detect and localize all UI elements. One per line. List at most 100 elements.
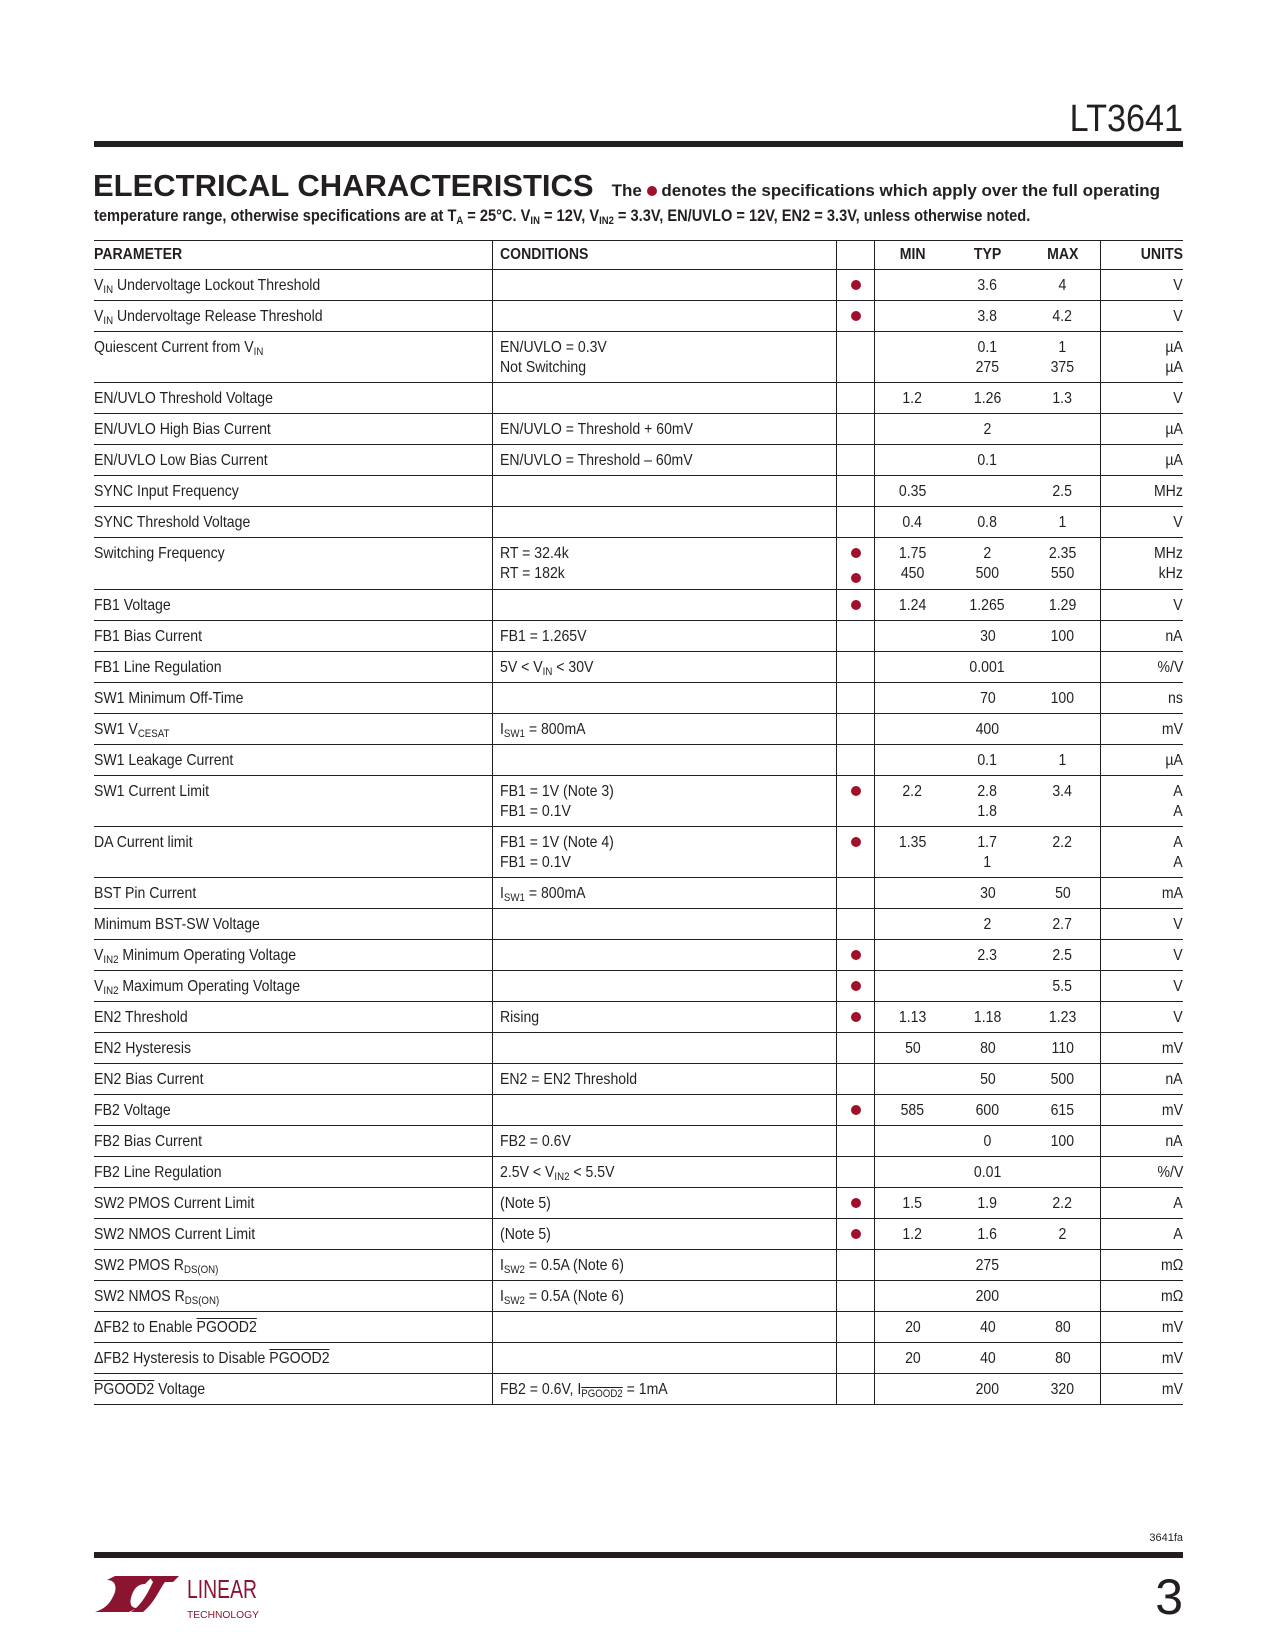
min-cell <box>874 269 950 301</box>
page-number: 3 <box>1155 1569 1183 1625</box>
conditions-cell <box>492 1342 837 1374</box>
units-cell: mV <box>1100 1311 1183 1343</box>
text-segment: = 800mA <box>524 885 586 902</box>
text-segment: IN <box>542 666 553 678</box>
header-typ: TYP <box>950 240 1025 270</box>
text-segment: PGOOD2 <box>94 1381 155 1398</box>
units-cell: µA µA <box>1100 331 1183 383</box>
value: 4.2 <box>1052 308 1073 325</box>
value: 80 <box>979 1040 996 1057</box>
min-cell: 20 <box>874 1342 950 1374</box>
table-row: SW1 Minimum Off-Time 70 100 ns <box>94 682 1183 714</box>
max-cell: 2 <box>1025 1218 1101 1250</box>
parameter-cell: FB1 Line Regulation <box>94 651 493 683</box>
svg-text:TECHNOLOGY: TECHNOLOGY <box>187 1610 259 1621</box>
value: 2.2 <box>1052 1195 1073 1212</box>
max-cell: 100 <box>1025 682 1101 714</box>
conditions-cell <box>492 682 837 714</box>
value: A <box>1173 1195 1183 1212</box>
typ-cell: 0.001 <box>950 651 1025 683</box>
parameter-cell: EN2 Bias Current <box>94 1063 493 1095</box>
max-cell: 1.29 <box>1025 589 1101 621</box>
value: 2.5 <box>1052 947 1073 964</box>
parameter-cell: SW2 PMOS RDS(ON) <box>94 1249 493 1281</box>
value: 80 <box>1054 1319 1071 1336</box>
bullet-dot-icon <box>850 786 861 796</box>
typ-cell: 30 <box>950 877 1025 909</box>
value: 275 <box>975 1257 1000 1274</box>
typ-cell: 30 <box>950 620 1025 652</box>
conditions-cell <box>492 506 837 538</box>
header-rule <box>94 141 1183 147</box>
text-segment: IN2 <box>103 985 119 997</box>
text-segment: PGOOD2 <box>196 1319 257 1336</box>
full-temp-range-cell <box>836 1125 875 1157</box>
value: nA <box>1165 1133 1183 1150</box>
value: 0.8 <box>977 514 998 531</box>
units-cell: nA <box>1100 1125 1183 1157</box>
text-segment: FB2 Bias Current <box>94 1133 202 1150</box>
table-row: FB1 Bias Current FB1 = 1.265V 30 100 nA <box>94 620 1183 652</box>
min-cell <box>874 1125 950 1157</box>
text-segment: I <box>500 1257 504 1274</box>
table-row: EN/UVLO High Bias Current EN/UVLO = Thres… <box>94 413 1183 445</box>
value: 375 <box>1050 359 1075 376</box>
text-segment: FB1 Voltage <box>94 597 171 614</box>
conditions-cell: (Note 5) <box>492 1218 837 1250</box>
value: 1.13 <box>898 1009 927 1026</box>
text-segment: = 0.5A (Note 6) <box>524 1288 624 1305</box>
conditions-cell: EN/UVLO = Threshold – 60mV <box>492 444 837 476</box>
value: %/V <box>1157 659 1183 676</box>
intro-text: denotes the specifications which apply o… <box>661 181 1161 200</box>
min-cell: 1.2 <box>874 1218 950 1250</box>
text-segment: SW1 <box>503 892 525 904</box>
value: mA <box>1161 885 1183 902</box>
value: µA <box>1165 421 1183 438</box>
text-segment: Quiescent Current from V <box>94 339 254 356</box>
max-cell: 2.5 <box>1025 475 1101 507</box>
value: 100 <box>1050 1133 1075 1150</box>
min-cell: 1.13 <box>874 1001 950 1033</box>
text-segment: ΔFB2 Hysteresis to Disable <box>94 1350 270 1367</box>
text-segment: = 1mA <box>622 1381 668 1398</box>
full-temp-range-cell <box>836 382 875 414</box>
value: 30 <box>979 628 996 645</box>
full-temp-range-cell <box>836 1187 875 1219</box>
parameter-cell: EN2 Hysteresis <box>94 1032 493 1064</box>
units-cell: mV <box>1100 1094 1183 1126</box>
value: A <box>1173 834 1183 851</box>
units-cell: nA <box>1100 620 1183 652</box>
typ-cell: 600 <box>950 1094 1025 1126</box>
text-segment: V <box>94 947 104 964</box>
table-row: ΔFB2 to Enable PGOOD2 20 40 80 mV <box>94 1311 1183 1343</box>
conditions-cell: FB1 = 1V (Note 3) FB1 = 0.1V <box>492 775 837 827</box>
max-cell: 110 <box>1025 1032 1101 1064</box>
conditions-cell <box>492 939 837 971</box>
table-row: VIN2 Maximum Operating Voltage 5.5 V <box>94 970 1183 1002</box>
text-segment: < 5.5V <box>569 1164 615 1181</box>
conditions-cell <box>492 382 837 414</box>
bullet-dot-icon <box>850 1229 861 1239</box>
full-temp-range-cell <box>836 1280 875 1312</box>
text-segment: Undervoltage Lockout Threshold <box>113 277 321 294</box>
table-body: VIN Undervoltage Lockout Threshold 3.6 4 V V… <box>94 269 1183 1405</box>
conditions-cell: RT = 32.4k RT = 182k <box>492 537 837 590</box>
full-temp-range-cell <box>836 1249 875 1281</box>
value: 1.5 <box>902 1195 923 1212</box>
value: 80 <box>1054 1350 1071 1367</box>
typ-cell <box>950 970 1025 1002</box>
conditions-cell <box>492 970 837 1002</box>
typ-cell: 0.1 <box>950 444 1025 476</box>
typ-cell: 2.8 1.8 <box>950 775 1025 827</box>
max-cell <box>1025 713 1101 745</box>
full-temp-range-cell <box>836 1156 875 1188</box>
section-intro-line1: The denotes the specifications which app… <box>612 181 1160 201</box>
header-parameter: PARAMETER <box>94 240 493 270</box>
table-row: SW2 NMOS Current Limit (Note 5) 1.2 1.6 2 A <box>94 1218 1183 1250</box>
svg-text:LINEAR: LINEAR <box>187 1574 257 1604</box>
text-segment: EN2 Bias Current <box>94 1071 204 1088</box>
units-cell: MHz <box>1100 475 1183 507</box>
value: 2.35 <box>1048 545 1077 562</box>
value: 2.3 <box>977 947 998 964</box>
text-segment: = 3.3V, EN/UVLO = 12V, EN2 = 3.3V, unles… <box>613 206 1031 225</box>
